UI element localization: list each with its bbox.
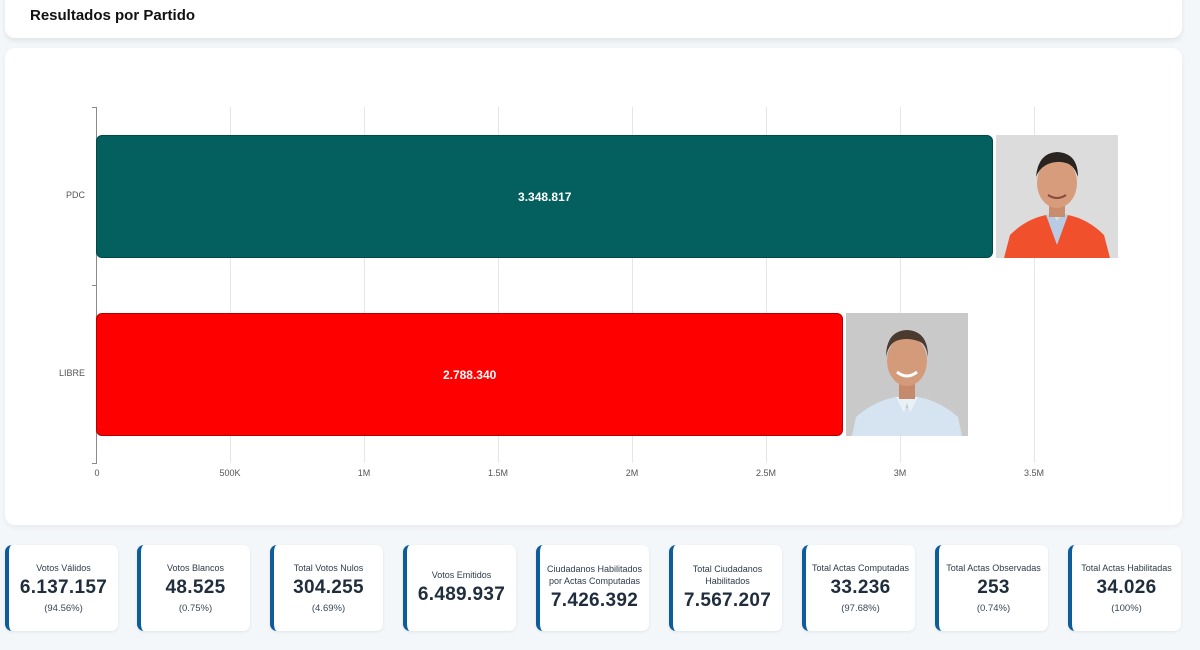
candidate-photo-libre [846, 313, 969, 436]
gridline [632, 107, 633, 463]
stat-percentage: (97.68%) [841, 603, 880, 614]
x-axis-tick-label: 3.5M [1023, 468, 1045, 478]
stat-label: Votos Emitidos [431, 570, 492, 580]
gridline [230, 107, 231, 463]
stat-card-votos-validos: Votos Válidos 6.137.157 (94.56%) [5, 545, 118, 631]
stat-value: 7.567.207 [683, 590, 772, 611]
gridline [364, 107, 365, 463]
stat-label: Total Actas Observadas [946, 563, 1041, 573]
y-label-libre: LIBRE [58, 368, 85, 378]
stat-label: Votos Blancos [166, 563, 225, 573]
stat-percentage: (94.56%) [44, 603, 83, 614]
stat-card-votos-blancos: Votos Blancos 48.525 (0.75%) [137, 545, 250, 631]
stat-percentage: (4.69%) [311, 603, 346, 614]
stat-value: 304.255 [293, 577, 364, 598]
stat-value: 48.525 [165, 577, 226, 598]
stat-label: Total Ciudadanos Habilitados [692, 564, 763, 586]
chart-card: PDC LIBRE 3.348.817 2.788.340 [5, 48, 1182, 525]
x-axis-tick-label: 1.5M [487, 468, 509, 478]
stat-label: Ciudadanos Habilitados por Actas Computa… [546, 564, 643, 586]
gridline [1034, 107, 1035, 463]
stat-label: Total Actas Computadas [811, 563, 910, 573]
stat-card-total-ciudadanos-habilitados: Total Ciudadanos Habilitados 7.567.207 [669, 545, 782, 631]
page-title: Resultados por Partido [30, 7, 196, 24]
stat-card-ciudadanos-habilitados-actas: Ciudadanos Habilitados por Actas Computa… [536, 545, 649, 631]
y-axis-tick [92, 463, 96, 464]
y-label-pdc: PDC [65, 190, 85, 200]
gridline [766, 107, 767, 463]
x-axis-tick-label: 500K [219, 468, 241, 478]
y-axis [96, 107, 97, 464]
candidate-photo-pdc [996, 135, 1119, 258]
x-axis-tick-label: 2M [625, 468, 639, 478]
y-axis-tick [92, 107, 96, 108]
stat-label: Total Votos Nulos [293, 563, 364, 573]
gridline [900, 107, 901, 463]
stat-value: 33.236 [830, 577, 891, 598]
y-axis-tick [92, 285, 96, 286]
bar-value-label: 2.788.340 [442, 367, 497, 382]
stat-card-actas-observadas: Total Actas Observadas 253 (0.74%) [935, 545, 1048, 631]
x-axis-tick-label: 1M [357, 468, 371, 478]
stat-card-actas-computadas: Total Actas Computadas 33.236 (97.68%) [802, 545, 915, 631]
stat-value: 253 [977, 577, 1010, 598]
stat-label: Votos Válidos [36, 563, 91, 573]
stat-percentage: (0.75%) [178, 603, 213, 614]
stat-value: 6.489.937 [417, 584, 506, 605]
stat-value: 7.426.392 [550, 590, 639, 611]
stat-card-votos-emitidos: Votos Emitidos 6.489.937 [403, 545, 516, 631]
x-axis-tick-label: 3M [893, 468, 907, 478]
stat-percentage: (0.74%) [976, 603, 1011, 614]
stat-label: Total Actas Habilitadas [1081, 563, 1172, 573]
bar-value-label: 3.348.817 [518, 189, 572, 204]
bar-libre[interactable]: 2.788.340 [96, 313, 844, 436]
x-axis-tick-label: 2.5M [755, 468, 777, 478]
bar-pdc[interactable]: 3.348.817 [96, 135, 994, 258]
stat-percentage: (100%) [1111, 603, 1142, 614]
stat-value: 6.137.157 [19, 577, 108, 598]
stat-value: 34.026 [1096, 577, 1157, 598]
stat-card-actas-habilitadas: Total Actas Habilitadas 34.026 (100%) [1068, 545, 1181, 631]
stat-card-votos-nulos: Total Votos Nulos 304.255 (4.69%) [270, 545, 383, 631]
bar-chart: PDC LIBRE 3.348.817 2.788.340 [5, 48, 1182, 525]
header-card: Resultados por Partido [5, 0, 1182, 38]
gridline [498, 107, 499, 463]
x-axis-tick-label: 0 [94, 468, 100, 478]
